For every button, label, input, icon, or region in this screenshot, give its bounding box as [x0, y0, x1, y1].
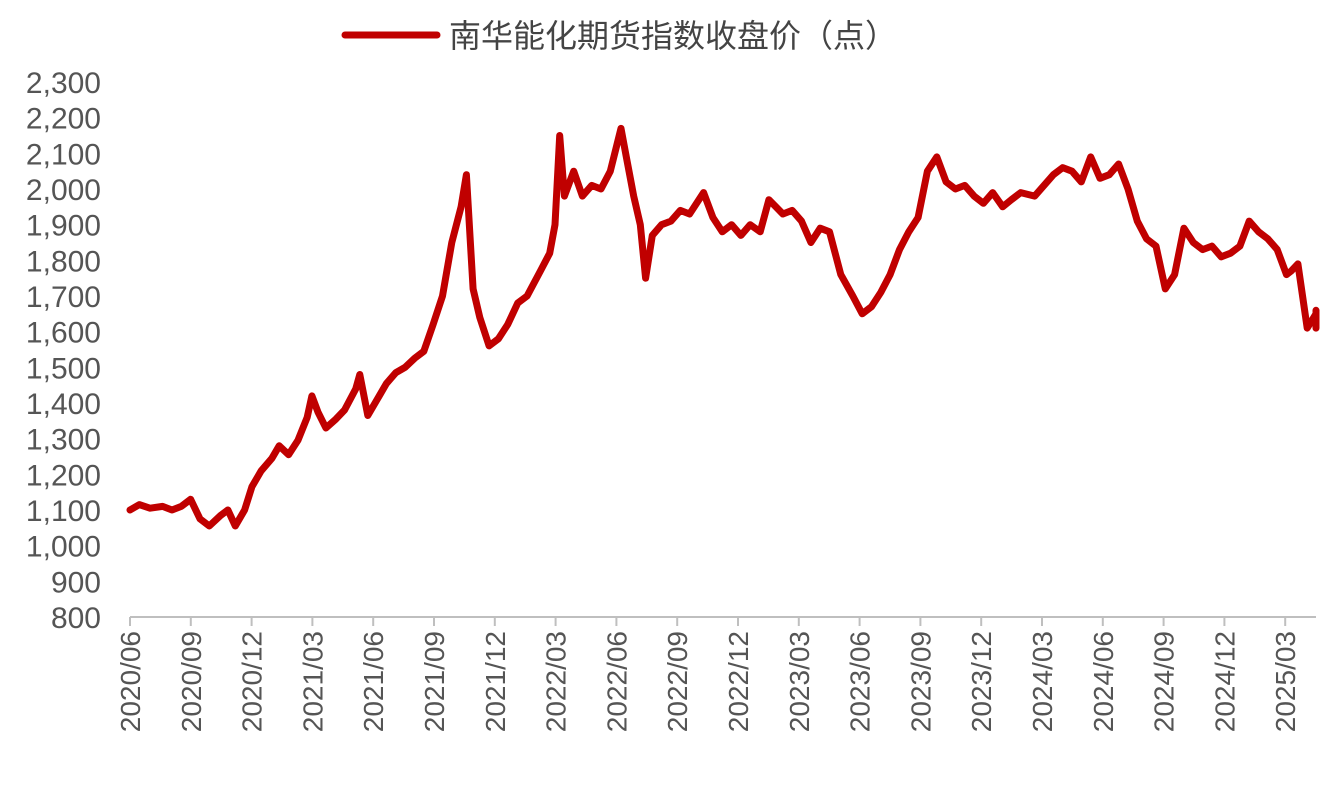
y-tick-label: 1,500 [26, 352, 101, 385]
y-tick-label: 1,400 [26, 388, 101, 421]
x-tick-label: 2023/06 [845, 631, 876, 732]
y-tick-label: 2,300 [26, 67, 101, 100]
x-axis: 2020/06 2020/09 2020/12 2021/03 2021/06 2021/… [115, 616, 1316, 732]
y-tick-label: 2,100 [26, 138, 101, 171]
y-tick-label: 1,200 [26, 459, 101, 492]
x-tick-label: 2025/03 [1270, 631, 1301, 732]
x-tick-label: 2021/06 [358, 631, 389, 732]
series-line [126, 124, 1320, 530]
y-axis: 8009001,0001,1001,2001,3001,4001,5001,60… [26, 67, 101, 635]
y-tick-label: 900 [51, 566, 101, 599]
x-tick-label: 2022/06 [601, 631, 632, 732]
x-tick-label: 2021/12 [480, 631, 511, 732]
x-tick-label: 2021/03 [297, 631, 328, 732]
y-tick-label: 1,600 [26, 317, 101, 350]
x-tick-label: 2024/09 [1149, 631, 1180, 732]
x-tick-label: 2020/09 [176, 631, 207, 732]
y-tick-label: 1,800 [26, 245, 101, 278]
x-tick-label: 2022/09 [662, 631, 693, 732]
y-tick-label: 2,000 [26, 174, 101, 207]
y-tick-label: 2,200 [26, 103, 101, 136]
y-tick-label: 1,900 [26, 210, 101, 243]
x-tick-label: 2020/12 [237, 631, 268, 732]
legend: 南华能化期货指数收盘价（点） [341, 17, 897, 55]
x-tick-label: 2020/06 [115, 631, 146, 732]
x-tick-label: 2024/12 [1209, 631, 1240, 732]
legend-label: 南华能化期货指数收盘价（点） [449, 17, 897, 55]
x-tick-label: 2022/03 [541, 631, 572, 732]
y-tick-label: 1,700 [26, 281, 101, 314]
y-tick-label: 800 [51, 602, 101, 635]
y-tick-label: 1,000 [26, 531, 101, 564]
x-tick-label: 2024/06 [1088, 631, 1119, 732]
x-tick-label: 2023/03 [784, 631, 815, 732]
x-tick-label: 2024/03 [1027, 631, 1058, 732]
y-tick-label: 1,300 [26, 424, 101, 457]
x-tick-label: 2023/09 [905, 631, 936, 732]
x-tick-label: 2023/12 [966, 631, 997, 732]
x-tick-label: 2021/09 [419, 631, 450, 732]
x-tick-label: 2022/12 [723, 631, 754, 732]
y-tick-label: 1,100 [26, 495, 101, 528]
